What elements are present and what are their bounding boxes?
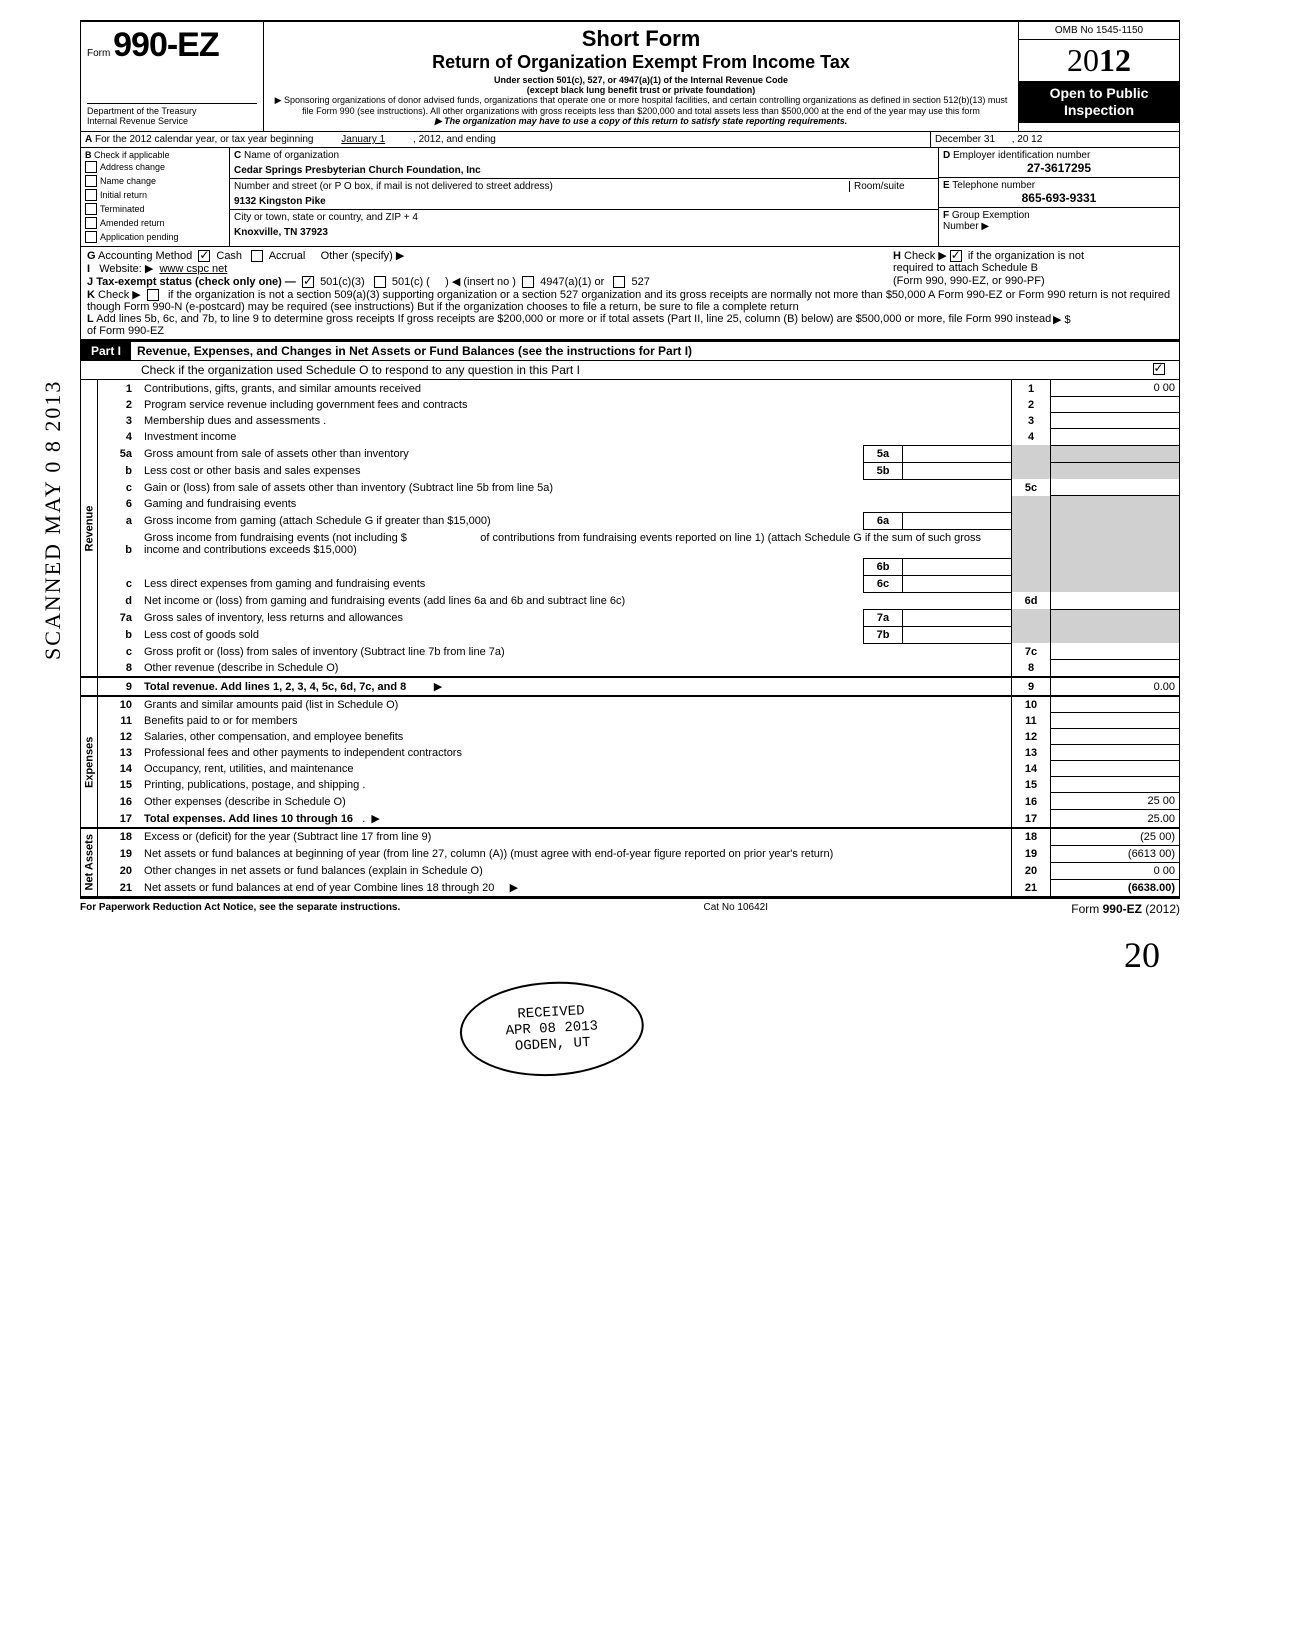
sub1: Under section 501(c), 527, or 4947(a)(1)… <box>272 75 1010 85</box>
col-def: D Employer identification number 27-3617… <box>938 148 1179 246</box>
form-page: SCANNED MAY 0 8 2013 Form 990-EZ Departm… <box>80 20 1180 916</box>
dept: Department of the Treasury <box>87 106 257 116</box>
cb-initial-return[interactable]: Initial return <box>85 188 225 202</box>
cb-terminated[interactable]: Terminated <box>85 202 225 216</box>
part-1-tag: Part I <box>81 342 131 360</box>
begin-date: January 1 <box>341 134 385 145</box>
part-1-check-row: Check if the organization used Schedule … <box>80 361 1180 380</box>
lines-g-to-l: G Accounting Method Cash Accrual Other (… <box>80 247 1180 340</box>
cb-line-k[interactable] <box>147 289 159 301</box>
page-footer: For Paperwork Reduction Act Notice, see … <box>80 898 1180 916</box>
open-to-public: Open to Public Inspection <box>1019 81 1179 123</box>
tax-year: 20201212 <box>1019 40 1179 81</box>
col-c: C Name of organization Cedar Springs Pre… <box>230 148 938 246</box>
form-number-big: 990-EZ <box>113 26 219 64</box>
header-left: Form 990-EZ Department of the Treasury I… <box>81 22 264 131</box>
lines-table: Revenue 1Contributions, gifts, grants, a… <box>80 380 1180 898</box>
amt-1: 0 00 <box>1051 380 1180 397</box>
cb-sched-b[interactable] <box>950 250 962 262</box>
amt-17: 25.00 <box>1051 810 1180 828</box>
header-mid: Short Form Return of Organization Exempt… <box>264 22 1019 131</box>
initials: 20 <box>1124 934 1160 976</box>
omb-number: OMB No 1545-1150 <box>1019 22 1179 40</box>
cb-amended[interactable]: Amended return <box>85 216 225 230</box>
col-b: B Check if applicable Address change Nam… <box>81 148 230 246</box>
org-addr: 9132 Kingston Pike <box>234 196 326 207</box>
amt-18: (25 00) <box>1051 828 1180 846</box>
cb-4947[interactable] <box>522 276 534 288</box>
part-1-header: Part I Revenue, Expenses, and Changes in… <box>80 340 1180 361</box>
cb-address-change[interactable]: Address change <box>85 160 225 174</box>
cb-accrual[interactable] <box>251 250 263 262</box>
sub2: (except black lung benefit trust or priv… <box>272 85 1010 95</box>
cb-501c3[interactable] <box>302 276 314 288</box>
side-expenses: Expenses <box>81 696 98 828</box>
scanned-stamp: SCANNED MAY 0 8 2013 <box>40 380 66 660</box>
phone: 865-693-9331 <box>943 191 1175 205</box>
title-return: Return of Organization Exempt From Incom… <box>272 52 1010 73</box>
org-city: Knoxville, TN 37923 <box>234 227 328 238</box>
sub4: ▶ The organization may have to use a cop… <box>272 116 1010 127</box>
side-net-assets: Net Assets <box>81 828 98 898</box>
sub3: ▶ Sponsoring organizations of donor advi… <box>272 95 1010 116</box>
form-header: Form 990-EZ Department of the Treasury I… <box>80 20 1180 132</box>
amt-16: 25 00 <box>1051 793 1180 810</box>
amt-21: (6638.00) <box>1051 879 1180 897</box>
dept-block: Department of the Treasury Internal Reve… <box>87 103 257 126</box>
header-right: OMB No 1545-1150 20201212 Open to Public… <box>1019 22 1179 131</box>
ein: 27-3617295 <box>943 161 1175 175</box>
section-bcdef: B Check if applicable Address change Nam… <box>80 148 1180 247</box>
cb-sched-o[interactable] <box>1153 363 1165 375</box>
irs: Internal Revenue Service <box>87 116 257 126</box>
title-short-form: Short Form <box>272 26 1010 52</box>
part-1-title: Revenue, Expenses, and Changes in Net As… <box>131 344 692 358</box>
org-name: Cedar Springs Presbyterian Church Founda… <box>234 165 481 176</box>
form-prefix: Form <box>87 48 110 59</box>
form-number: Form 990-EZ <box>87 26 257 65</box>
amt-9: 0.00 <box>1051 677 1180 696</box>
cb-527[interactable] <box>613 276 625 288</box>
received-stamp: RECEIVED APR 08 2013 OGDEN, UT <box>458 977 643 1086</box>
amt-20: 0 00 <box>1051 862 1180 879</box>
cb-app-pending[interactable]: Application pending <box>85 230 225 244</box>
cb-cash[interactable] <box>198 250 210 262</box>
side-revenue: Revenue <box>81 380 98 677</box>
website: www cspc net <box>159 263 227 275</box>
end-date: December 31 <box>935 134 995 145</box>
line-a: A For the 2012 calendar year, or tax yea… <box>80 132 1180 148</box>
cb-name-change[interactable]: Name change <box>85 174 225 188</box>
cb-501c[interactable] <box>374 276 386 288</box>
amt-19: (6613 00) <box>1051 845 1180 862</box>
